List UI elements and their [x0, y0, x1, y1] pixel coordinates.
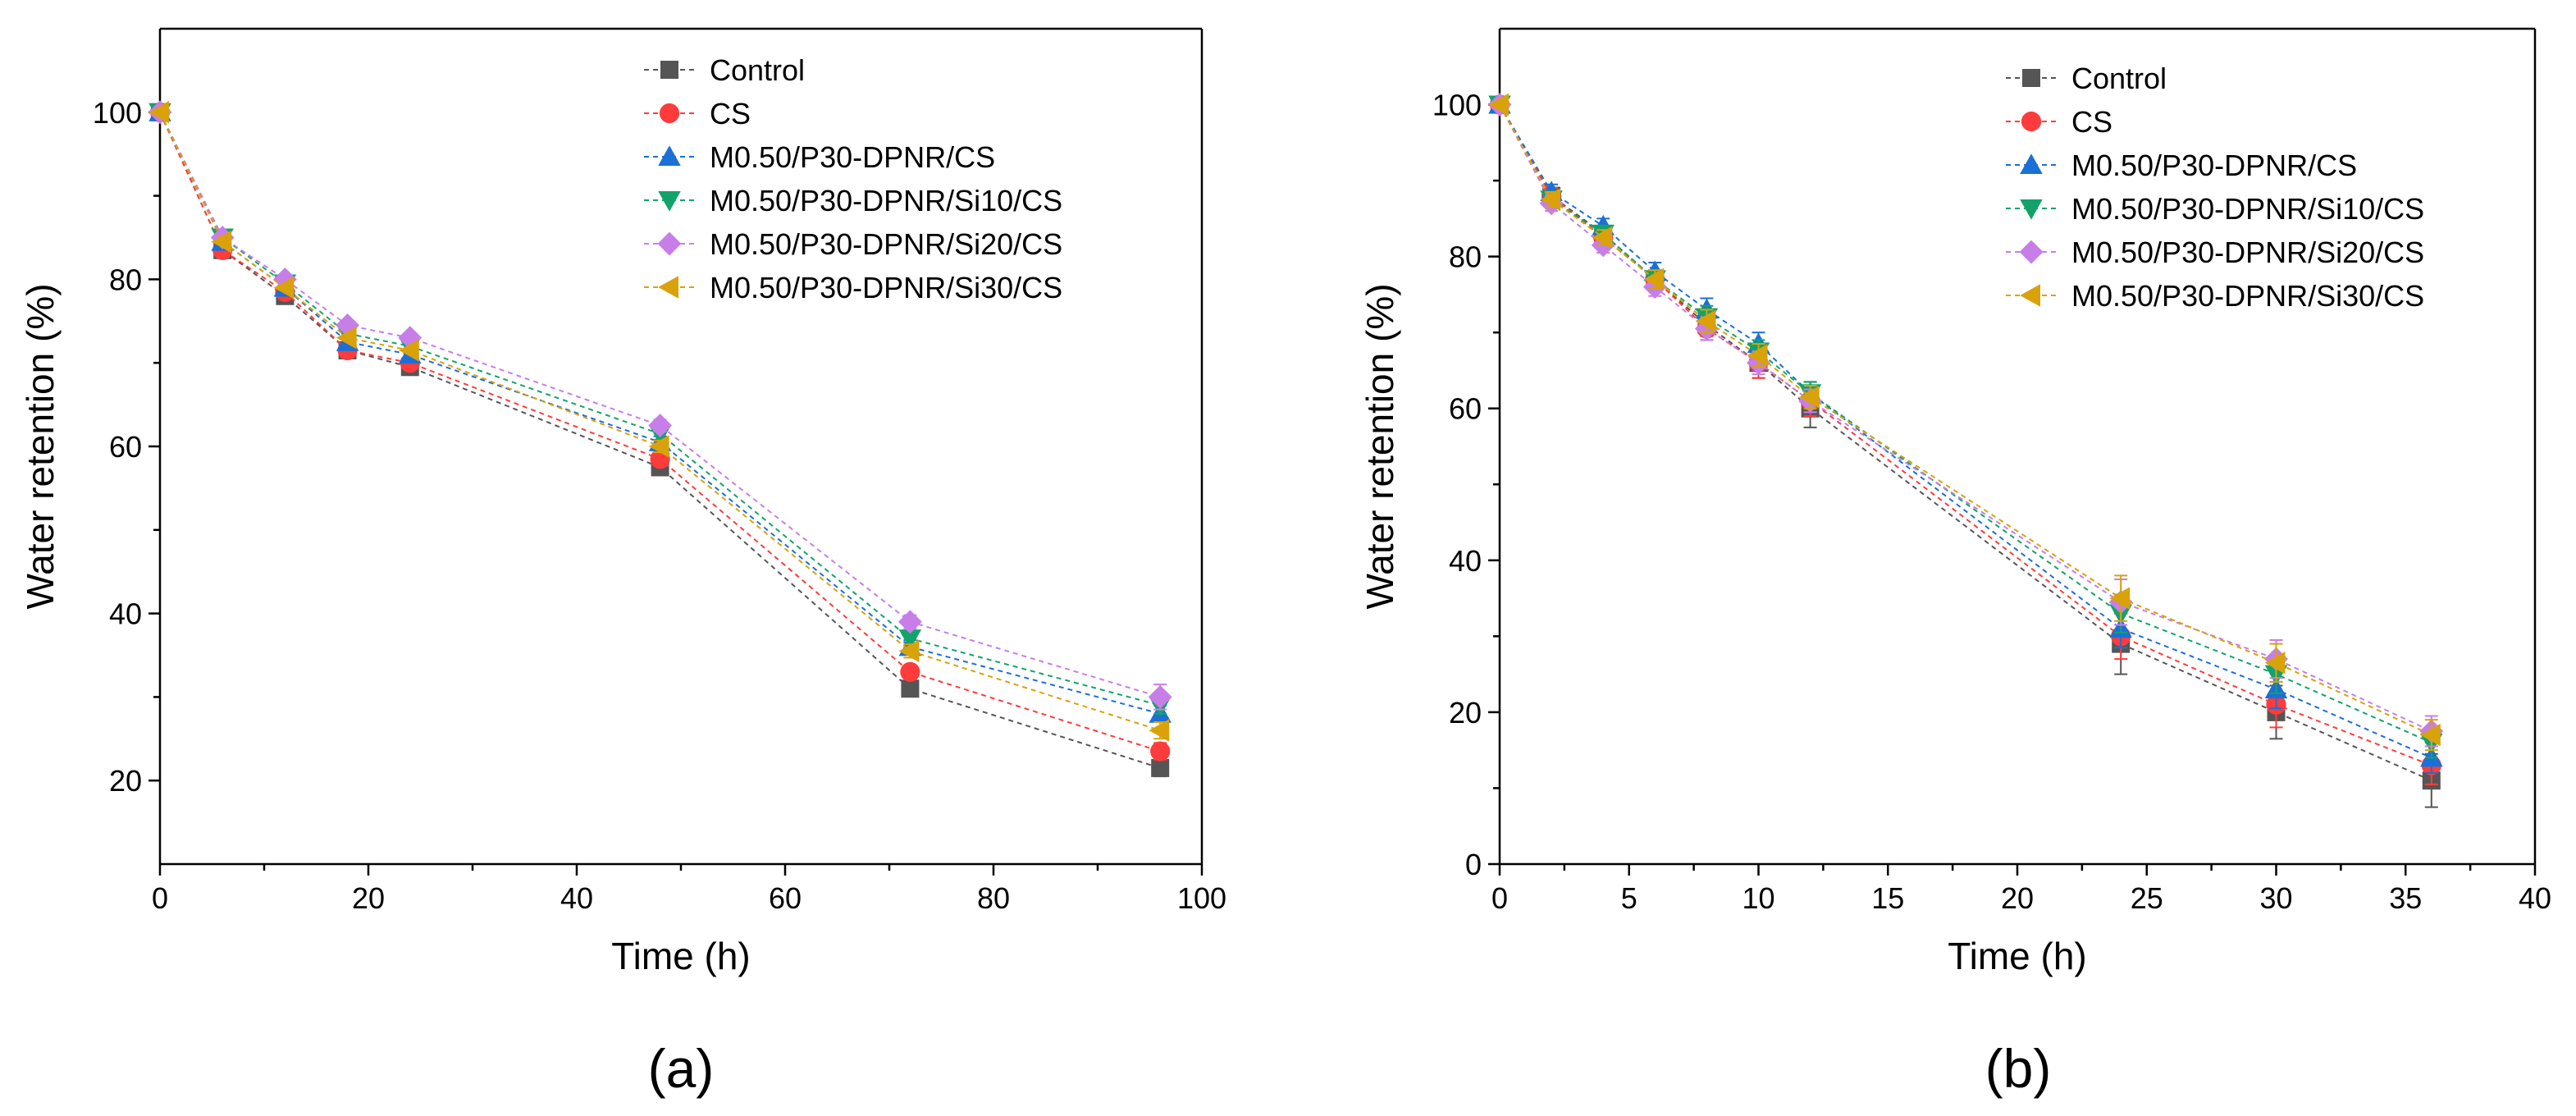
data-point-a-5-3 — [336, 326, 357, 350]
series-line-a-m0-50-p30-dpnr-si20-cs — [159, 112, 1161, 698]
legend-label-b-1: CS — [2071, 105, 2112, 139]
legend-label-b-2: M0.50/P30-DPNR/CS — [2071, 149, 2357, 182]
x-tick-label-b-3: 15 — [1871, 881, 1904, 915]
x-tick-label-a-2: 40 — [560, 881, 593, 915]
x-tick-label-b-2: 10 — [1742, 881, 1774, 915]
y-tick-label-b-5: 100 — [1432, 89, 1482, 122]
legend-label-a-5: M0.50/P30-DPNR/Si30/CS — [710, 271, 1062, 304]
legend-marker-b-3 — [2020, 199, 2043, 220]
data-point-b-5-2 — [1592, 226, 1613, 249]
legend-marker-a-1 — [659, 103, 680, 124]
data-point-b-5-0 — [1488, 93, 1509, 117]
x-tick-label-b-7: 35 — [2389, 881, 2422, 915]
data-point-b-5-5 — [1747, 344, 1768, 367]
data-point-a-5-7 — [1149, 719, 1170, 742]
legend-marker-a-3 — [658, 191, 681, 212]
y-axis-label-b: Water retention (%) — [1359, 283, 1401, 609]
legend-marker-b-5 — [2020, 284, 2040, 307]
x-tick-label-b-4: 20 — [2001, 881, 2034, 915]
legend-marker-b-4 — [2019, 240, 2044, 264]
series-line-a-m0-50-p30-dpnr-si30-cs — [159, 112, 1161, 732]
y-tick-label-b-4: 80 — [1449, 240, 1482, 274]
data-point-b-5-1 — [1540, 188, 1561, 211]
y-tick-label-b-2: 40 — [1449, 544, 1482, 578]
series-line-b-control — [1499, 104, 2432, 782]
series-line-b-m0-50-p30-dpnr-si10-cs — [1499, 104, 2432, 743]
series-b-m0-50-p30-dpnr-si30-cs — [1488, 93, 2441, 752]
y-tick-label-b-0: 0 — [1465, 848, 1482, 881]
data-point-a-5-0 — [148, 101, 169, 124]
data-point-a-5-4 — [399, 339, 419, 362]
data-point-a-1-7 — [1150, 741, 1171, 762]
chart-panel-a: 0 20 40 60 80 100 20 40 60 80 100 Time (h) Water ret… — [19, 27, 1226, 1099]
y-tick-label-a-3: 80 — [109, 263, 142, 296]
legend-label-a-1: CS — [710, 97, 751, 130]
legend-label-b-0: Control — [2071, 62, 2167, 95]
y-tick-label-a-1: 40 — [109, 597, 142, 631]
x-tick-label-a-0: 0 — [152, 881, 168, 915]
x-tick-label-a-5: 100 — [1177, 881, 1226, 915]
legend-marker-a-0 — [660, 61, 678, 79]
y-tick-label-a-2: 60 — [109, 430, 142, 464]
legend-marker-b-2 — [2020, 153, 2043, 174]
data-point-a-4-7 — [1148, 684, 1172, 709]
y-tick-label-b-3: 60 — [1449, 392, 1482, 426]
panel-label-b: (b) — [1985, 1038, 2052, 1099]
data-point-a-5-1 — [211, 230, 232, 254]
legend-marker-b-1 — [2021, 111, 2042, 132]
y-tick-label-b-1: 20 — [1449, 696, 1482, 730]
x-axis-label-a: Time (h) — [611, 935, 751, 977]
y-tick-label-a-0: 20 — [109, 764, 142, 798]
x-tick-label-a-1: 20 — [352, 881, 385, 915]
data-point-a-0-7 — [1151, 758, 1170, 777]
data-point-b-5-7 — [2109, 587, 2131, 610]
series-line-a-m0-50-p30-dpnr-si10-cs — [159, 112, 1161, 707]
series-a-m0-50-p30-dpnr-si30-cs — [148, 101, 1170, 742]
data-point-b-5-8 — [2264, 652, 2286, 675]
data-point-a-0-6 — [901, 679, 920, 698]
legend-a: Control CS M0.50/P30-DPNR/CS M0.50/P30-DPNR… — [644, 53, 1062, 304]
x-tick-label-b-8: 40 — [2519, 881, 2551, 915]
legend-label-a-2: M0.50/P30-DPNR/CS — [710, 140, 995, 174]
legend-marker-b-0 — [2022, 69, 2040, 87]
data-point-b-5-9 — [2420, 723, 2441, 747]
x-axis-label-b: Time (h) — [1948, 935, 2087, 977]
y-tick-label-a-4: 100 — [93, 96, 142, 130]
legend-marker-a-2 — [658, 145, 681, 166]
legend-marker-a-5 — [658, 276, 678, 299]
legend-label-b-5: M0.50/P30-DPNR/Si30/CS — [2071, 279, 2424, 313]
legend-b: Control CS M0.50/P30-DPNR/CS M0.50/P30-DPNR… — [2006, 62, 2424, 313]
legend-marker-a-4 — [657, 231, 682, 256]
legend-label-a-3: M0.50/P30-DPNR/Si10/CS — [710, 184, 1062, 217]
y-axis-label-a: Water retention (%) — [19, 283, 62, 609]
x-tick-label-a-4: 80 — [977, 881, 1010, 915]
data-point-b-5-4 — [1695, 309, 1716, 333]
data-point-a-3-6 — [898, 629, 922, 650]
data-point-a-4-5 — [648, 414, 673, 437]
series-line-b-m0-50-p30-dpnr-si30-cs — [1499, 104, 2432, 736]
data-point-a-1-6 — [900, 661, 920, 682]
x-tick-label-b-5: 25 — [2131, 881, 2163, 915]
series-line-b-m0-50-p30-dpnr-si20-cs — [1499, 104, 2432, 732]
x-tick-label-b-6: 30 — [2259, 881, 2292, 915]
panel-label-a: (a) — [648, 1038, 715, 1099]
series-line-b-m0-50-p30-dpnr-cs — [1499, 104, 2432, 759]
data-point-b-5-6 — [1798, 386, 1820, 409]
legend-label-b-4: M0.50/P30-DPNR/Si20/CS — [2071, 236, 2424, 269]
data-point-a-4-6 — [897, 610, 922, 634]
chart-panel-b: 0 5 10 15 20 25 30 35 40 0 20 40 60 80 100 Time (h) Wate… — [1359, 27, 2551, 1099]
data-point-a-5-6 — [898, 639, 920, 663]
legend-label-b-3: M0.50/P30-DPNR/Si10/CS — [2071, 192, 2424, 226]
x-tick-label-b-0: 0 — [1491, 881, 1508, 915]
data-point-a-5-5 — [648, 435, 669, 458]
data-point-b-5-3 — [1643, 268, 1665, 291]
data-point-a-5-2 — [273, 276, 295, 300]
x-tick-label-a-3: 60 — [769, 881, 802, 915]
legend-label-a-4: M0.50/P30-DPNR/Si20/CS — [710, 227, 1062, 261]
legend-label-a-0: Control — [710, 53, 805, 87]
series-line-a-cs — [159, 112, 1161, 752]
x-tick-label-b-1: 5 — [1621, 881, 1637, 915]
